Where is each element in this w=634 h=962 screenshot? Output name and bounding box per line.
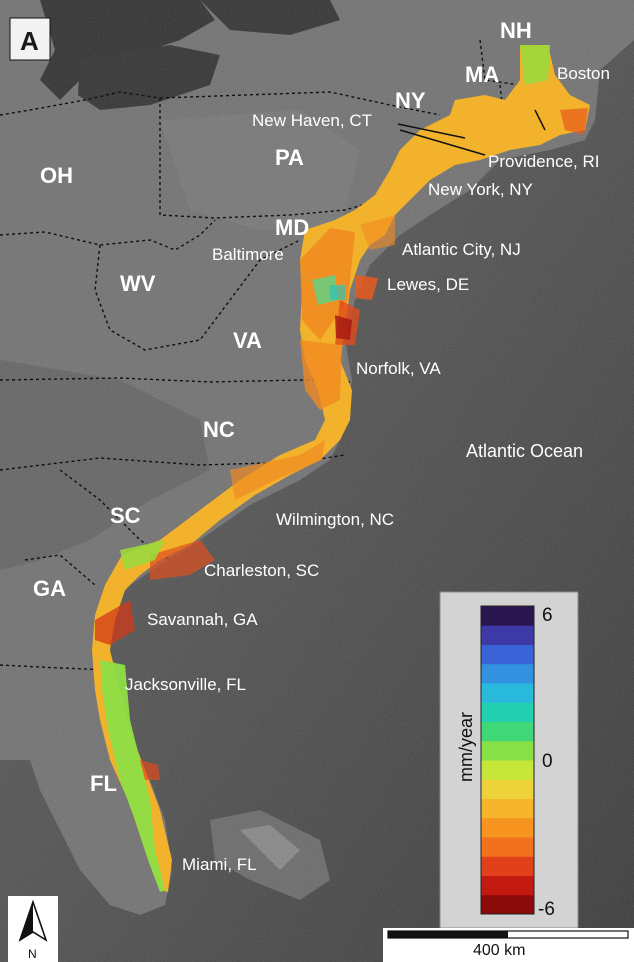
color-legend: 6 0 -6 mm/year <box>439 591 579 929</box>
legend-swatch <box>481 740 534 761</box>
panel-label-box <box>9 17 51 61</box>
legend-swatch <box>481 606 534 626</box>
north-arrow-label: N <box>28 947 37 961</box>
legend-swatch <box>481 894 534 915</box>
city-label-miami: Miami, FL <box>182 855 257 874</box>
state-label-sc: SC <box>110 503 141 528</box>
legend-swatch <box>481 875 534 896</box>
legend-swatch <box>481 856 534 876</box>
city-label-jacksonville: Jacksonville, FL <box>125 675 246 694</box>
state-label-va: VA <box>233 328 262 353</box>
state-label-fl: FL <box>90 771 117 796</box>
legend-swatch <box>481 779 534 799</box>
leader-lines <box>397 109 546 156</box>
state-label-ma: MA <box>465 62 499 87</box>
north-arrow: N <box>8 896 58 962</box>
legend-mid-label: 0 <box>542 751 553 772</box>
city-label-new-york: New York, NY <box>428 180 533 199</box>
city-label-wilmington: Wilmington, NC <box>276 510 394 529</box>
panel-label: A <box>20 26 39 56</box>
legend-swatch <box>481 721 534 742</box>
legend-swatch <box>481 625 534 645</box>
legend-swatch <box>481 837 534 857</box>
state-label-ga: GA <box>33 576 66 601</box>
legend-colorbar-outline <box>480 605 535 915</box>
legend-swatch <box>481 817 534 838</box>
city-label-atlantic-city: Atlantic City, NJ <box>402 240 521 259</box>
legend-swatch <box>481 663 534 684</box>
city-label-charleston: Charleston, SC <box>204 561 319 580</box>
scale-bar-segment <box>388 931 508 938</box>
state-label-pa: PA <box>275 145 304 170</box>
north-arrow-fill <box>20 902 33 940</box>
legend-colorbar <box>481 606 534 915</box>
scale-bar: 400 km <box>383 928 634 962</box>
sar-data-overlay <box>92 45 590 892</box>
city-label-lewes: Lewes, DE <box>387 275 469 294</box>
city-label-savannah: Savannah, GA <box>147 610 258 629</box>
city-label-norfolk: Norfolk, VA <box>356 359 441 378</box>
legend-max-label: 6 <box>542 605 553 626</box>
state-label-wv: WV <box>120 271 156 296</box>
state-label-md: MD <box>275 215 309 240</box>
ocean-label: Atlantic Ocean <box>466 441 583 461</box>
state-label-nc: NC <box>203 417 235 442</box>
city-label-boston: Boston <box>557 64 610 83</box>
state-label-oh: OH <box>40 163 73 188</box>
legend-swatch <box>481 760 534 780</box>
legend-min-label: -6 <box>538 899 555 920</box>
legend-title: mm/year <box>456 712 476 782</box>
state-label-ny: NY <box>395 88 426 113</box>
city-label-providence: Providence, RI <box>488 152 600 171</box>
city-label-new-haven: New Haven, CT <box>252 111 372 130</box>
legend-swatch <box>481 798 534 819</box>
legend-swatch <box>481 683 534 703</box>
state-borders <box>0 39 561 671</box>
legend-swatch <box>481 644 534 665</box>
scale-bar-label: 400 km <box>473 942 525 959</box>
legend-swatch <box>481 702 534 722</box>
state-label-nh: NH <box>500 18 532 43</box>
city-label-baltimore: Baltimore <box>212 245 284 264</box>
